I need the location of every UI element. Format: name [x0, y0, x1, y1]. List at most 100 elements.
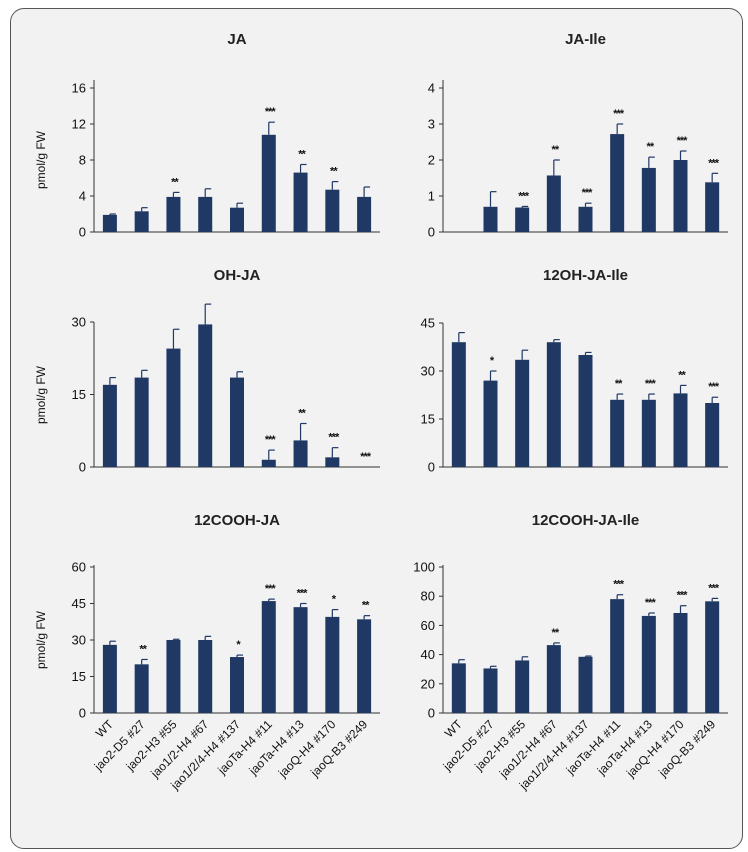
bar	[610, 599, 625, 713]
bar	[483, 380, 498, 467]
y-tick-label: 100	[413, 560, 435, 575]
bar	[293, 440, 308, 467]
y-tick-label: 0	[79, 706, 86, 721]
y-axis-label: pmol/g FW	[34, 610, 48, 669]
y-tick-label: 15	[421, 412, 435, 427]
bar	[641, 615, 656, 713]
significance-label: *	[236, 639, 241, 651]
y-tick-label: 0	[79, 460, 86, 475]
bar	[451, 342, 466, 467]
y-tick-label: 8	[79, 153, 86, 168]
y-tick-label: 60	[72, 560, 86, 575]
bar	[515, 207, 530, 232]
significance-label: ***	[265, 583, 277, 595]
y-tick-label: 3	[428, 117, 435, 132]
bar	[166, 348, 181, 467]
y-tick-label: 45	[421, 316, 435, 331]
y-tick-label: 4	[79, 189, 86, 204]
bar	[102, 644, 117, 713]
bar	[705, 403, 720, 467]
y-tick-label: 15	[72, 387, 86, 402]
bar	[610, 399, 625, 467]
bar	[641, 399, 656, 467]
significance-label: ***	[582, 187, 594, 199]
bar	[515, 660, 530, 713]
bar	[102, 384, 117, 467]
significance-label: ***	[708, 582, 720, 594]
bar	[546, 175, 561, 232]
bar	[166, 640, 181, 713]
significance-label: **	[647, 141, 655, 153]
significance-label: ***	[708, 381, 720, 393]
significance-label: **	[552, 144, 560, 156]
bar	[357, 196, 372, 232]
significance-label: ***	[645, 378, 657, 390]
significance-label: **	[139, 643, 147, 655]
category-label: WT	[93, 717, 117, 741]
bar	[261, 134, 276, 232]
bar	[230, 377, 244, 467]
bar	[357, 619, 372, 713]
significance-label: **	[298, 149, 306, 161]
bar	[673, 393, 688, 467]
significance-label: **	[171, 176, 179, 188]
significance-label: **	[678, 369, 686, 381]
y-tick-label: 2	[428, 153, 435, 168]
y-tick-label: 0	[428, 225, 435, 240]
bar	[134, 377, 149, 467]
bar	[102, 214, 117, 232]
y-axis-label: pmol/g FW	[34, 365, 48, 424]
bar	[578, 206, 593, 232]
bar	[673, 160, 688, 232]
category-label: WT	[442, 717, 466, 741]
y-tick-label: 0	[428, 706, 435, 721]
bar	[705, 601, 720, 713]
bar	[515, 359, 530, 467]
y-axis-label: pmol/g FW	[34, 130, 48, 189]
y-tick-label: 4	[428, 81, 435, 96]
significance-label: ***	[328, 432, 340, 444]
bar	[198, 324, 213, 467]
chart-title: OH-JA	[214, 267, 261, 284]
y-tick-label: 30	[72, 633, 86, 648]
y-tick-label: 0	[428, 460, 435, 475]
bar	[134, 211, 149, 232]
significance-label: ***	[613, 108, 625, 120]
bar	[641, 167, 656, 232]
significance-label: ***	[613, 579, 625, 591]
bar	[166, 196, 181, 232]
bar	[325, 616, 340, 713]
y-tick-label: 60	[421, 618, 435, 633]
significance-label: ***	[677, 135, 689, 147]
bar	[198, 640, 213, 713]
y-tick-label: 80	[421, 589, 435, 604]
significance-label: ***	[297, 588, 309, 600]
bar	[261, 459, 276, 467]
bar	[134, 664, 149, 713]
significance-label: **	[330, 166, 338, 178]
y-tick-label: 20	[421, 676, 435, 691]
significance-label: ***	[645, 597, 657, 609]
bar	[705, 182, 720, 232]
significance-label: ***	[265, 434, 277, 446]
y-tick-label: 30	[72, 315, 86, 330]
y-tick-label: 40	[421, 647, 435, 662]
bar	[546, 645, 561, 713]
bar	[261, 601, 276, 713]
bar	[610, 134, 625, 232]
significance-label: *	[490, 355, 495, 367]
bar	[230, 207, 244, 232]
bar	[293, 172, 308, 232]
significance-label: **	[615, 378, 623, 390]
bar	[483, 206, 498, 232]
bar	[673, 612, 688, 713]
chart-title: 12OH-JA-Ile	[543, 267, 628, 284]
bar	[325, 457, 340, 467]
bar	[293, 607, 308, 713]
significance-label: ***	[265, 106, 277, 118]
